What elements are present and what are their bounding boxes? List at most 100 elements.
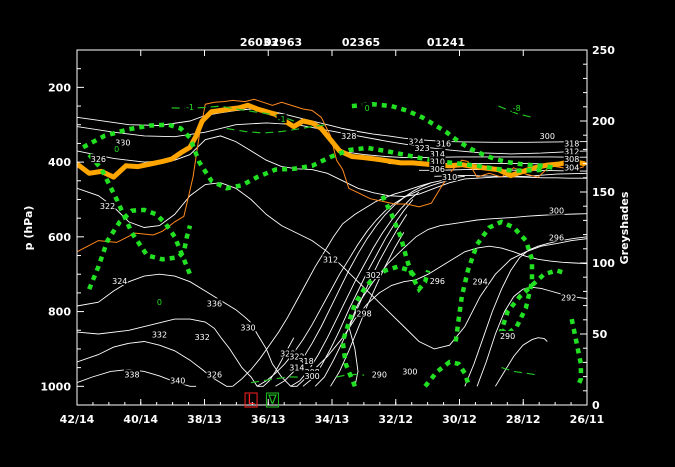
top-label-3: 01241 [427, 36, 465, 49]
isentrope-label-35: 290 [500, 332, 515, 341]
pv-dashed-2 [498, 105, 533, 118]
isentrope-lines [77, 108, 587, 387]
pv-label-bg-3 [511, 102, 522, 112]
top-label-1: 02963 [264, 36, 302, 49]
isentrope-label-bg-12 [288, 351, 305, 361]
pv-dotted-5 [340, 264, 418, 388]
isentrope-label-bg-16 [304, 370, 321, 380]
y-axis-right: 0 50 100 150 200 250 [580, 44, 615, 412]
isentrope-label-bg-40 [441, 172, 458, 182]
isentrope-label-bg-33 [548, 232, 565, 242]
isentrope-label-bg-23 [435, 138, 452, 148]
isentrope-label-36: 294 [472, 278, 487, 287]
isentrope-label-bg-22 [414, 142, 431, 152]
isentrope-label-30: 308 [564, 155, 579, 164]
isentrope-label-bg-7 [206, 298, 223, 308]
isentrope-label-18: 302 [366, 271, 381, 280]
isentrope-label-29: 312 [564, 148, 579, 157]
isentrope-label-32: 300 [549, 207, 564, 216]
pv-dotted-8 [569, 318, 584, 388]
y2-tick-label-5: 250 [592, 44, 615, 57]
isentrope-label-bg-30 [563, 154, 580, 164]
isentrope-label-bg-35 [499, 330, 516, 340]
y-tick-label-4: 1000 [40, 380, 71, 393]
marker-1: ∇ [267, 393, 277, 408]
pv-dotted-0 [82, 122, 548, 191]
isentrope-17 [495, 337, 548, 387]
pv-dashed-5 [501, 367, 539, 376]
tropopause-thin-line [77, 98, 585, 253]
pv-dotted-7 [423, 359, 471, 388]
tropopause-thin-path [77, 98, 585, 253]
pv-dashed-0 [171, 105, 295, 122]
isentrope-label-3: 324 [112, 277, 127, 286]
isentrope-label-27: 300 [540, 132, 555, 141]
y2-axis-label: Greyshades [618, 191, 631, 264]
x-tick-label-0: 42/14 [60, 413, 95, 426]
isentrope-label-0: 330 [115, 139, 130, 148]
pv-label-bg-1 [276, 114, 287, 124]
isentrope-label-31: 304 [564, 164, 579, 173]
isentrope-19 [342, 151, 587, 159]
isentrope-label-26: 306 [430, 165, 445, 174]
pv-label-4: 0 [114, 145, 119, 154]
isentrope-3 [77, 245, 587, 387]
isentrope-label-bg-17 [322, 254, 339, 264]
marker-0: L [247, 393, 255, 408]
pv-label-0: -1 [186, 103, 194, 112]
x-tick-label-1: 40/14 [123, 413, 158, 426]
y-tick-label-1: 400 [48, 156, 71, 169]
tropopause-thick-path [77, 102, 587, 180]
marker-box-1 [265, 392, 279, 408]
isentrope-label-bg-29 [563, 146, 580, 156]
isentrope-label-11: 328 [280, 349, 295, 358]
y2-tick-label-4: 200 [592, 115, 615, 128]
isentrope-15 [464, 236, 587, 387]
isentrope-label-bg-14 [288, 362, 305, 372]
isentrope-label-bg-24 [429, 148, 446, 158]
pv-dashed-lines [171, 105, 539, 384]
isentrope-label-40: 310 [442, 173, 457, 182]
y-axis-label: p (hPa) [22, 206, 35, 251]
isentrope-label-20: 328 [341, 132, 356, 141]
isentrope-label-22: 323 [414, 144, 429, 153]
x-tick-label-7: 28/12 [506, 413, 541, 426]
pv-label-bg-2 [362, 102, 373, 112]
isentrope-label-bg-4 [151, 329, 168, 339]
isentrope-label-39: 290 [372, 370, 387, 379]
isentrope-label-bg-37 [429, 275, 446, 285]
isentrope-label-bg-9 [240, 322, 257, 332]
isentrope-label-5: 338 [124, 370, 139, 379]
x-tick-label-3: 36/13 [251, 413, 286, 426]
y2-tick-label-2: 100 [592, 257, 615, 270]
isentrope-label-14: 314 [289, 364, 304, 373]
pv-dashed-1 [226, 124, 328, 134]
isentrope-label-bg-27 [539, 130, 556, 140]
isentrope-label-bg-20 [340, 130, 357, 140]
isentrope-14 [348, 213, 587, 387]
isentrope-label-bg-1 [90, 154, 107, 164]
isentrope-7 [232, 175, 465, 387]
pv-label-5: 0 [157, 298, 162, 307]
isentrope-label-bg-32 [548, 205, 565, 215]
isentrope-label-25: 310 [430, 157, 445, 166]
isentrope-label-24: 314 [430, 150, 445, 159]
isentrope-label-13: 318 [298, 357, 313, 366]
isentrope-label-38: 300 [402, 367, 417, 376]
isentrope-label-bg-26 [429, 163, 446, 173]
isentrope-13 [330, 232, 405, 387]
top-label-2: 02365 [342, 36, 380, 49]
isentrope-label-bg-10 [206, 369, 223, 379]
isentrope-4 [77, 318, 295, 387]
isentrope-label-7: 336 [207, 299, 222, 308]
y2-tick-label-1: 50 [592, 328, 608, 341]
isentrope-label-12: 322 [289, 352, 304, 361]
isentrope-label-bg-18 [365, 269, 382, 279]
isentrope-label-bg-6 [169, 375, 186, 385]
y-tick-label-0: 200 [48, 81, 71, 94]
pv-dotted-1 [87, 153, 193, 262]
isentrope-label-16: 300 [305, 372, 320, 381]
isentrope-label-4: 332 [152, 331, 167, 340]
